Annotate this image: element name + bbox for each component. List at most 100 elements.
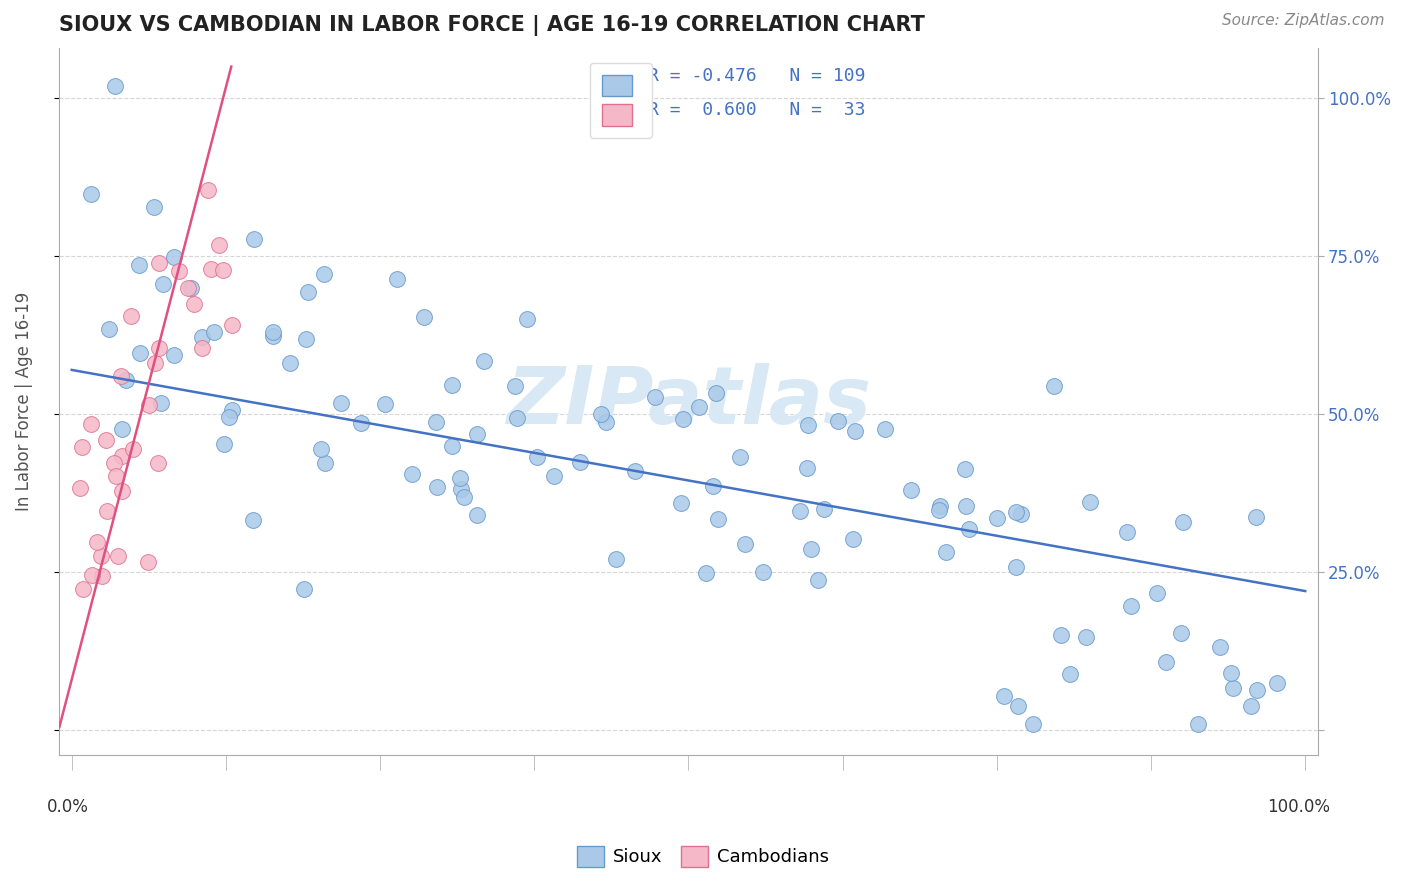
Point bbox=[465, 427, 488, 442]
Point bbox=[70, 440, 93, 454]
Point bbox=[163, 348, 186, 362]
Point bbox=[208, 237, 231, 252]
Point bbox=[180, 281, 202, 295]
Point bbox=[751, 566, 773, 580]
Point bbox=[453, 490, 475, 504]
Point bbox=[807, 573, 830, 587]
Point bbox=[212, 437, 235, 451]
Y-axis label: In Labor Force | Age 16-19: In Labor Force | Age 16-19 bbox=[15, 292, 32, 511]
Point bbox=[1121, 599, 1143, 614]
Point bbox=[1170, 625, 1192, 640]
Point bbox=[221, 403, 243, 417]
Point bbox=[1244, 510, 1267, 524]
Point bbox=[350, 416, 373, 430]
Point bbox=[789, 504, 811, 518]
Text: ZIPatlas: ZIPatlas bbox=[506, 362, 870, 441]
Point bbox=[278, 356, 301, 370]
Point bbox=[297, 285, 319, 299]
Point bbox=[1050, 628, 1073, 642]
Point bbox=[69, 481, 91, 495]
Point bbox=[262, 329, 284, 343]
Point bbox=[1010, 508, 1032, 522]
Point bbox=[441, 377, 464, 392]
Point bbox=[595, 416, 617, 430]
Point bbox=[450, 482, 472, 496]
Point bbox=[90, 549, 112, 563]
Point bbox=[190, 342, 212, 356]
Point bbox=[1173, 515, 1195, 529]
Point bbox=[543, 469, 565, 483]
Point bbox=[292, 582, 315, 596]
Point bbox=[104, 468, 127, 483]
Point bbox=[129, 346, 152, 360]
Text: R = -0.476   N = 109: R = -0.476 N = 109 bbox=[648, 67, 866, 85]
Point bbox=[148, 256, 170, 270]
Point bbox=[707, 511, 730, 525]
Point bbox=[827, 413, 849, 427]
Point bbox=[146, 456, 169, 470]
Point bbox=[955, 500, 977, 514]
Point bbox=[425, 415, 447, 429]
Point bbox=[1187, 716, 1209, 731]
Point bbox=[200, 262, 222, 277]
Point bbox=[624, 464, 647, 478]
Point bbox=[148, 341, 170, 355]
Point bbox=[1080, 495, 1102, 509]
Point bbox=[813, 501, 835, 516]
Point bbox=[702, 479, 724, 493]
Point bbox=[672, 412, 695, 426]
Point bbox=[526, 450, 548, 464]
Point bbox=[957, 523, 980, 537]
Point bbox=[80, 567, 103, 582]
Point bbox=[143, 200, 166, 214]
Point bbox=[110, 368, 132, 383]
Point bbox=[329, 396, 352, 410]
Point bbox=[204, 326, 226, 340]
Point bbox=[72, 582, 94, 596]
Text: 100.0%: 100.0% bbox=[1267, 797, 1330, 816]
Point bbox=[385, 272, 408, 286]
Point bbox=[128, 258, 150, 272]
Point bbox=[309, 442, 332, 456]
Point bbox=[120, 309, 142, 323]
Point bbox=[401, 467, 423, 482]
Point bbox=[1265, 676, 1288, 690]
Point bbox=[440, 439, 463, 453]
Point bbox=[197, 183, 219, 197]
Point bbox=[218, 409, 240, 424]
Point bbox=[516, 311, 538, 326]
Legend: , : , bbox=[591, 63, 651, 137]
Point bbox=[294, 332, 316, 346]
Point bbox=[91, 569, 114, 583]
Point bbox=[644, 390, 666, 404]
Point bbox=[688, 400, 710, 414]
Legend: Sioux, Cambodians: Sioux, Cambodians bbox=[569, 838, 837, 874]
Point bbox=[695, 566, 717, 581]
Point bbox=[465, 508, 488, 522]
Point bbox=[104, 78, 127, 93]
Point bbox=[1116, 525, 1139, 540]
Text: 0.0%: 0.0% bbox=[46, 797, 89, 816]
Point bbox=[149, 396, 172, 410]
Point bbox=[900, 483, 922, 497]
Point bbox=[1146, 586, 1168, 600]
Point bbox=[1059, 667, 1081, 681]
Point bbox=[728, 450, 751, 465]
Point bbox=[1240, 698, 1263, 713]
Point bbox=[569, 455, 592, 469]
Point bbox=[243, 232, 266, 246]
Point bbox=[796, 460, 818, 475]
Point bbox=[114, 373, 136, 387]
Point bbox=[842, 532, 865, 546]
Point bbox=[96, 504, 118, 518]
Point bbox=[797, 418, 820, 433]
Point bbox=[221, 318, 243, 333]
Point bbox=[152, 277, 174, 292]
Point bbox=[176, 281, 198, 295]
Point bbox=[103, 456, 125, 470]
Point bbox=[449, 471, 471, 485]
Point bbox=[183, 296, 205, 310]
Point bbox=[472, 354, 495, 368]
Point bbox=[986, 511, 1008, 525]
Point bbox=[873, 422, 896, 436]
